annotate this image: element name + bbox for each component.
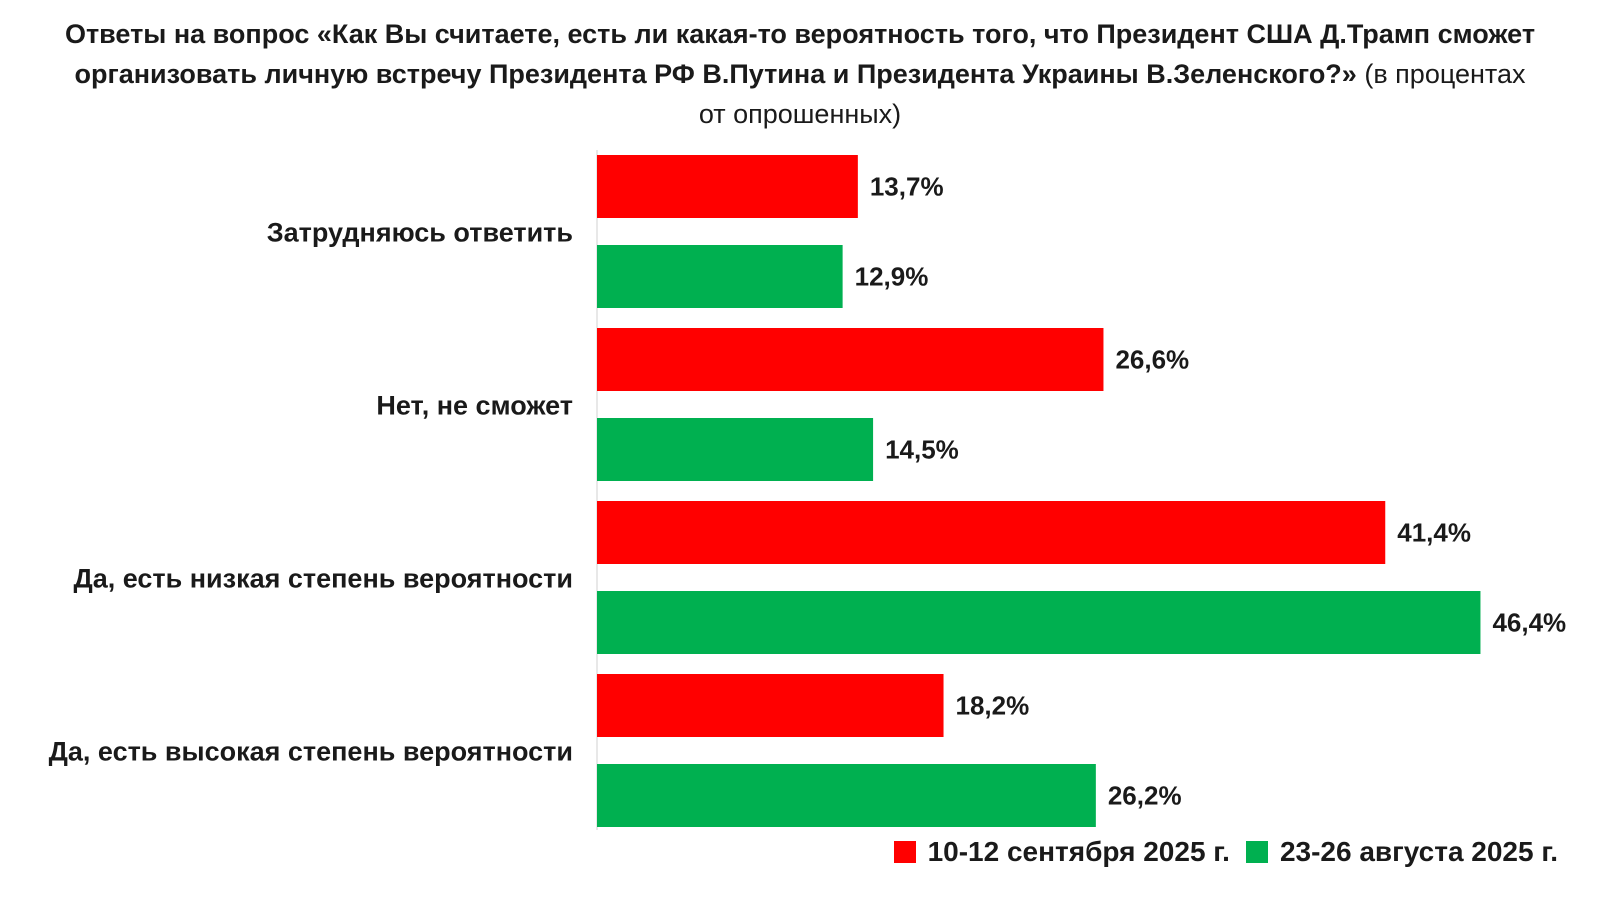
data-label-series-2: 12,9% [855, 262, 929, 292]
data-label-series-2: 14,5% [885, 435, 959, 465]
chart-title: Ответы на вопрос «Как Вы считаете, есть … [60, 14, 1540, 134]
legend-label-series-2: 23-26 августа 2025 г. [1279, 836, 1558, 867]
legend-item-series-1: 10-12 сентября 2025 г. [893, 836, 1230, 868]
bar-series-2 [597, 245, 843, 308]
legend: 10-12 сентября 2025 г. 23-26 августа 202… [878, 836, 1558, 868]
bar-series-2 [597, 591, 1481, 654]
chart-subtitle: (в процентах от опрошенных) [698, 59, 1526, 129]
category-label: Да, есть низкая степень вероятности [74, 564, 574, 594]
category-label: Затрудняюсь ответить [267, 218, 573, 248]
legend-label-series-1: 10-12 сентября 2025 г. [927, 836, 1230, 867]
bar-series-1 [597, 674, 944, 737]
bar-series-2 [597, 418, 874, 481]
data-label-series-1: 13,7% [870, 172, 944, 202]
category-label: Нет, не сможет [376, 391, 573, 421]
bar-series-1 [597, 501, 1386, 564]
bar-series-1 [597, 328, 1104, 391]
data-label-series-1: 26,6% [1115, 345, 1189, 375]
legend-swatch-series-2 [1245, 841, 1268, 863]
bar-series-2 [597, 764, 1096, 827]
legend-item-series-2: 23-26 августа 2025 г. [1245, 836, 1558, 868]
data-label-series-2: 26,2% [1108, 781, 1182, 811]
data-label-series-1: 41,4% [1397, 518, 1471, 548]
chart-title-main: Ответы на вопрос «Как Вы считаете, есть … [64, 19, 1536, 89]
category-label: Да, есть высокая степень вероятности [49, 737, 573, 767]
legend-swatch-series-1 [893, 841, 916, 863]
bar-series-1 [597, 155, 858, 218]
bar-chart: Затрудняюсь ответить 13,7% 12,9% Нет, не см… [49, 150, 1566, 830]
data-label-series-1: 18,2% [956, 691, 1030, 721]
data-label-series-2: 46,4% [1492, 608, 1566, 638]
